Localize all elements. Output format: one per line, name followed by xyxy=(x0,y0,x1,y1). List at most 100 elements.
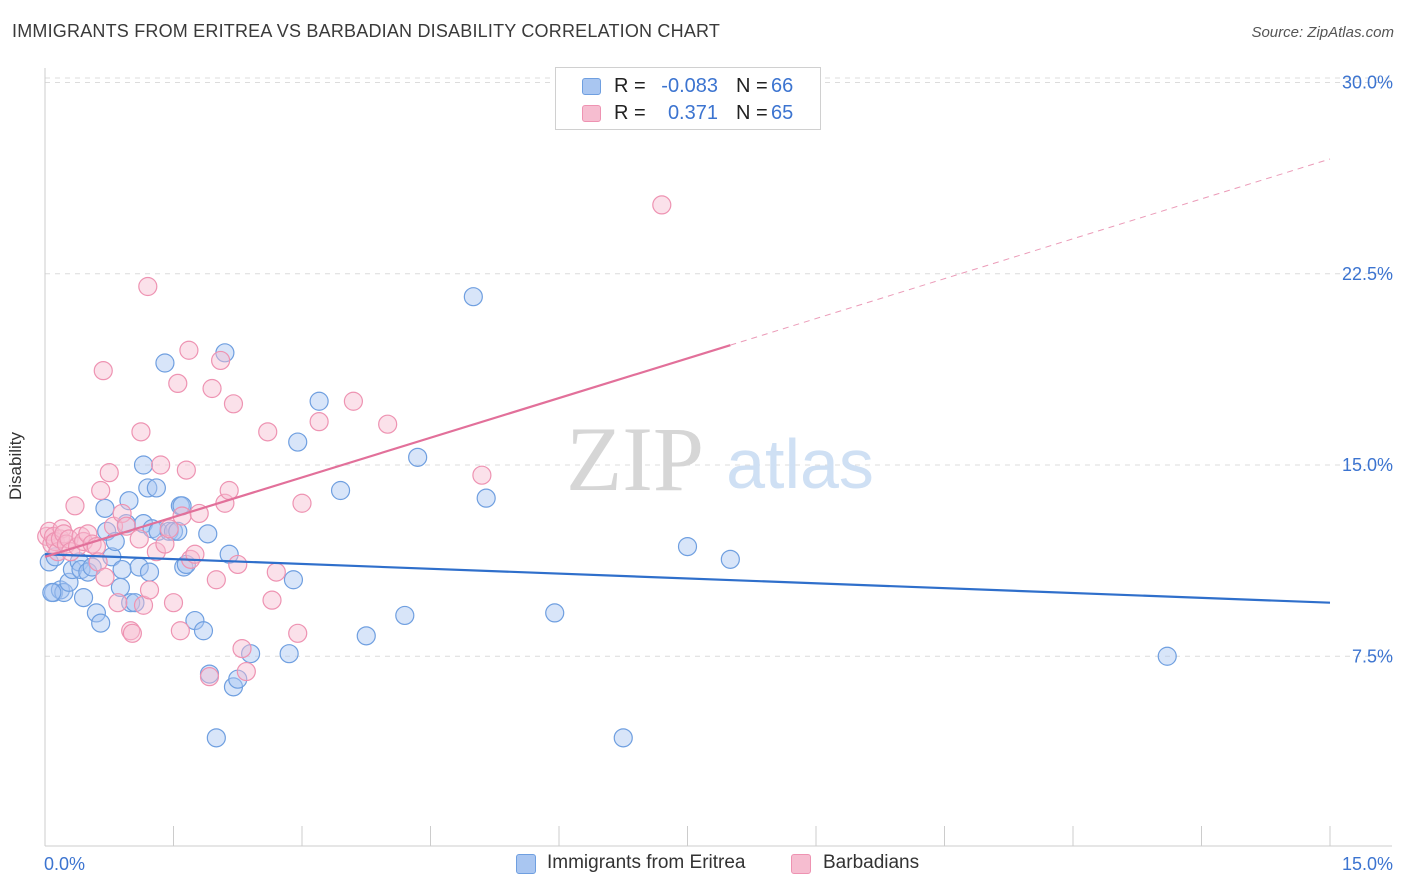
barbadian-point xyxy=(292,493,312,513)
barbadian-point xyxy=(91,480,111,501)
barbadian-point xyxy=(223,394,244,414)
barbadian-point xyxy=(129,529,149,549)
y-tick-label: 30.0% xyxy=(1342,73,1393,93)
eritrea-point xyxy=(720,549,740,569)
barbadian-point xyxy=(343,391,363,411)
eritrea-point xyxy=(95,498,115,518)
barbadian-point xyxy=(219,480,239,501)
legend-swatch-blue xyxy=(516,854,536,874)
eritrea-point xyxy=(545,603,565,623)
barbadian-point xyxy=(108,593,128,613)
barbadian-trend-extension xyxy=(730,158,1331,346)
legend-r-label: R = xyxy=(614,102,646,124)
eritrea-point xyxy=(133,455,154,475)
barbadian-point xyxy=(151,455,171,475)
barbadian-point xyxy=(309,412,329,432)
legend-n-value: 66 xyxy=(771,75,794,97)
barbadian-point xyxy=(378,414,398,434)
y-tick-label: 15.0% xyxy=(1342,455,1393,475)
barbadian-point xyxy=(170,621,190,641)
legend-r-value: -0.083 xyxy=(661,75,718,97)
eritrea-point xyxy=(395,605,415,626)
grid-lines xyxy=(45,77,1392,657)
barbadian-point xyxy=(65,496,85,516)
barbadian-point xyxy=(206,570,226,590)
eritrea-point xyxy=(330,480,351,501)
eritrea-point xyxy=(42,582,62,603)
barbadian-point xyxy=(262,590,282,610)
axes xyxy=(44,68,1392,847)
legend-swatch-blue xyxy=(582,78,601,95)
barbadian-trend-line xyxy=(44,344,731,558)
eritrea-point xyxy=(82,557,102,577)
eritrea-trend-line xyxy=(44,553,1331,604)
correlation-legend: R = -0.083 N = 66 R = 0.371 N = 65 xyxy=(555,67,821,130)
barbadian-point xyxy=(122,623,142,643)
eritrea-point xyxy=(279,644,299,664)
source-label: Source: ZipAtlas.com xyxy=(1251,24,1394,41)
tick-labels: 7.5% 15.0% 22.5% 30.0% 0.0% 15.0% xyxy=(44,73,1393,875)
barbadian-point xyxy=(95,567,115,587)
x-tick-label: 0.0% xyxy=(44,854,85,874)
barbadian-point xyxy=(99,463,119,483)
barbadian-point xyxy=(236,661,256,682)
legend-row-eritrea: R = -0.083 N = 66 xyxy=(556,72,820,100)
watermark-atlas: atlas xyxy=(726,425,874,503)
eritrea-point xyxy=(288,432,308,452)
watermark-zip: ZIP xyxy=(566,408,704,510)
legend-n-value: 65 xyxy=(771,102,794,124)
eritrea-point xyxy=(193,621,214,641)
barbadian-point xyxy=(199,667,220,687)
barbadian-point xyxy=(232,638,252,659)
barbadian-point xyxy=(288,623,308,643)
legend-label: Immigrants from Eritrea xyxy=(547,852,746,873)
x-tick-label: 15.0% xyxy=(1342,854,1393,874)
barbadian-point xyxy=(266,562,286,582)
barbadian-point xyxy=(159,519,179,539)
legend-swatch-pink xyxy=(791,854,811,874)
watermark: ZIP atlas xyxy=(566,408,874,510)
legend-n-label: N = xyxy=(736,75,768,97)
barbadian-point xyxy=(189,503,209,524)
barbadian-point xyxy=(131,422,151,442)
eritrea-point xyxy=(463,287,483,307)
eritrea-point xyxy=(1157,646,1177,666)
legend-label: Barbadians xyxy=(823,852,920,873)
eritrea-point xyxy=(59,572,79,592)
legend-r-label: R = xyxy=(614,75,646,97)
eritrea-point xyxy=(198,524,218,544)
series-eritrea-points xyxy=(39,287,1177,748)
legend-row-barbadians: R = 0.371 N = 65 xyxy=(556,99,820,127)
y-tick-label: 22.5% xyxy=(1342,264,1393,284)
eritrea-point xyxy=(309,391,329,411)
barbadian-point xyxy=(211,350,231,371)
eritrea-point xyxy=(283,570,304,590)
barbadian-point xyxy=(93,361,113,381)
eritrea-point xyxy=(677,536,698,557)
trend-lines xyxy=(44,158,1331,604)
eritrea-point xyxy=(86,603,107,623)
eritrea-point xyxy=(155,353,175,373)
y-tick-label: 7.5% xyxy=(1352,646,1393,666)
eritrea-point xyxy=(356,626,376,646)
barbadian-point xyxy=(138,276,158,297)
barbadian-point xyxy=(652,195,672,215)
eritrea-point xyxy=(91,613,111,633)
eritrea-point xyxy=(174,557,194,577)
eritrea-point xyxy=(73,587,94,608)
barbadian-point xyxy=(112,503,132,524)
barbadian-point xyxy=(176,460,196,480)
eritrea-point xyxy=(139,562,160,582)
chart-title: IMMIGRANTS FROM ERITREA VS BARBADIAN DIS… xyxy=(12,21,721,41)
barbadian-point xyxy=(179,340,199,360)
barbadian-point xyxy=(155,534,175,554)
eritrea-point xyxy=(146,478,166,498)
barbadian-point xyxy=(168,373,188,393)
legend-n-label: N = xyxy=(736,102,768,124)
legend-r-value: 0.371 xyxy=(667,102,718,124)
eritrea-point xyxy=(613,728,633,748)
eritrea-point xyxy=(476,488,496,508)
barbadian-point xyxy=(472,465,492,485)
eritrea-point xyxy=(112,559,132,580)
